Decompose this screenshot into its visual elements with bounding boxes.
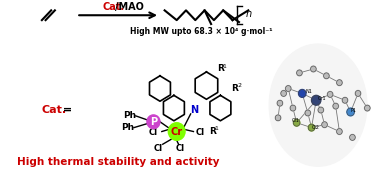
Text: Cl1: Cl1: [292, 118, 300, 123]
Text: Cl: Cl: [149, 128, 158, 137]
Circle shape: [324, 73, 329, 79]
Text: High MW upto 68.3 × 10⁴ g·mol⁻¹: High MW upto 68.3 × 10⁴ g·mol⁻¹: [130, 27, 273, 36]
Text: Cl2: Cl2: [311, 125, 319, 130]
Circle shape: [305, 110, 311, 116]
Text: P: P: [150, 117, 157, 127]
Text: Cr: Cr: [170, 127, 183, 137]
Circle shape: [281, 90, 287, 96]
Circle shape: [318, 107, 324, 113]
Text: Cat.: Cat.: [102, 2, 124, 12]
Text: /MAO: /MAO: [115, 2, 144, 12]
Circle shape: [308, 124, 315, 131]
Text: R: R: [209, 127, 216, 136]
Text: 1: 1: [222, 64, 226, 69]
Circle shape: [293, 119, 300, 126]
Text: R: R: [232, 84, 239, 93]
Circle shape: [327, 92, 333, 97]
Text: N1: N1: [306, 89, 313, 94]
Text: 1: 1: [215, 126, 219, 131]
Text: Cat.: Cat.: [42, 105, 67, 115]
Circle shape: [275, 115, 281, 121]
Circle shape: [337, 80, 342, 86]
Text: P1: P1: [350, 108, 356, 112]
Text: =: =: [59, 105, 72, 115]
Circle shape: [285, 86, 291, 92]
Text: Cl: Cl: [195, 128, 204, 137]
Circle shape: [355, 90, 361, 96]
Circle shape: [299, 89, 306, 97]
Circle shape: [333, 103, 338, 109]
Ellipse shape: [269, 44, 367, 166]
Circle shape: [337, 129, 342, 135]
Circle shape: [290, 105, 296, 111]
Text: Cl: Cl: [176, 144, 185, 153]
Text: Ph: Ph: [123, 111, 136, 120]
Text: Ph: Ph: [121, 123, 134, 132]
Text: n: n: [245, 9, 252, 19]
Text: Cr1: Cr1: [318, 96, 327, 101]
Circle shape: [311, 66, 316, 72]
Text: R: R: [217, 64, 223, 73]
Circle shape: [147, 115, 160, 129]
Circle shape: [277, 100, 283, 106]
Text: High thermal stability and activity: High thermal stability and activity: [17, 157, 219, 167]
Circle shape: [297, 70, 302, 76]
Circle shape: [322, 122, 327, 128]
Circle shape: [342, 97, 348, 103]
Circle shape: [347, 108, 354, 116]
Circle shape: [364, 105, 370, 111]
Text: Cl: Cl: [153, 144, 163, 153]
Text: N: N: [190, 105, 198, 115]
Circle shape: [311, 95, 321, 105]
Circle shape: [350, 135, 355, 140]
Text: 2: 2: [237, 83, 241, 88]
Circle shape: [168, 123, 185, 140]
